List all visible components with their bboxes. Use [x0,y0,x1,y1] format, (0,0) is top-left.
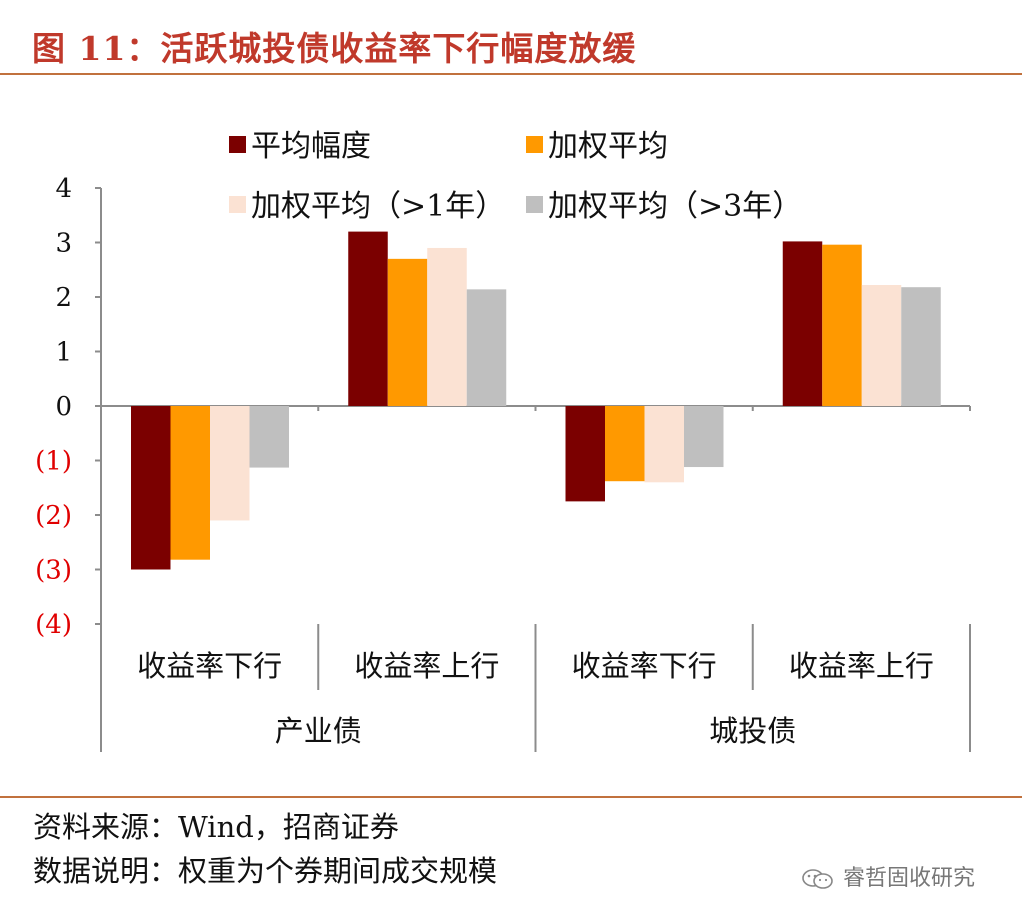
bar-3-1 [210,406,250,521]
bar-2-2 [387,258,428,406]
data-explanation: 数据说明：权重为个券期间成交规模 [33,854,498,888]
legend-label: 加权平均（>3年） [548,189,802,224]
bar-3-4 [861,285,902,406]
legend-label: 加权平均 [548,129,668,164]
y-tick-label: 3 [55,229,72,259]
bar-2-3 [605,406,645,482]
bar-4-4 [901,287,941,406]
bar-3-2 [427,247,467,406]
y-tick-label: 0 [55,392,72,422]
bar-1-3 [565,406,605,502]
y-tick-label: 4 [55,174,72,204]
chart-labels: 4 3 2 1 0 (1) (2) (3) (4) 收益率下行 收益率上行 收益率下行 收益率上行产业债… [35,174,934,748]
wechat-icon [802,869,833,889]
category-label: 收益率下行 [137,649,282,683]
legend-label: 平均幅度 [251,129,371,164]
bar-1-1 [131,406,171,570]
legend-swatch [526,136,543,153]
y-tick-label: 1 [55,338,72,368]
bottom-divider [0,796,1022,798]
group-label: 城投债 [709,714,796,748]
legend-swatch [229,196,246,213]
bar-chart: 4 3 2 1 0 (1) (2) (3) (4) 收益率下行 收益率上行 收益率下行 收益率上行产业债… [35,129,971,752]
chart-bars [131,231,941,570]
y-tick-label: 2 [55,283,72,313]
legend-swatch [526,196,543,213]
y-tick-label: (2) [35,501,72,531]
legend-label: 加权平均（>1年） [251,189,505,224]
y-tick-label: (3) [35,556,72,586]
y-tick-label: (1) [35,447,72,477]
top-divider [0,73,1022,75]
watermark-text: 睿哲固收研究 [843,866,976,891]
category-label: 收益率下行 [572,649,717,683]
legend-swatch [229,136,246,153]
bar-1-4 [782,241,823,406]
group-label: 产业债 [275,714,362,748]
bar-2-1 [170,406,210,560]
category-label: 收益率上行 [789,649,934,683]
bar-1-2 [348,231,388,406]
bar-4-1 [249,406,289,468]
bar-3-3 [644,406,684,483]
figure-title: 图 11：活跃城投债收益率下行幅度放缓 [32,29,637,68]
bar-4-3 [684,406,724,468]
category-label: 收益率上行 [354,649,499,683]
watermark: 睿哲固收研究 [800,860,975,892]
y-tick-label: (4) [35,610,72,640]
bar-4-2 [466,289,507,406]
source-note: 资料来源：Wind，招商证券 [33,810,399,844]
bar-2-4 [822,244,862,406]
